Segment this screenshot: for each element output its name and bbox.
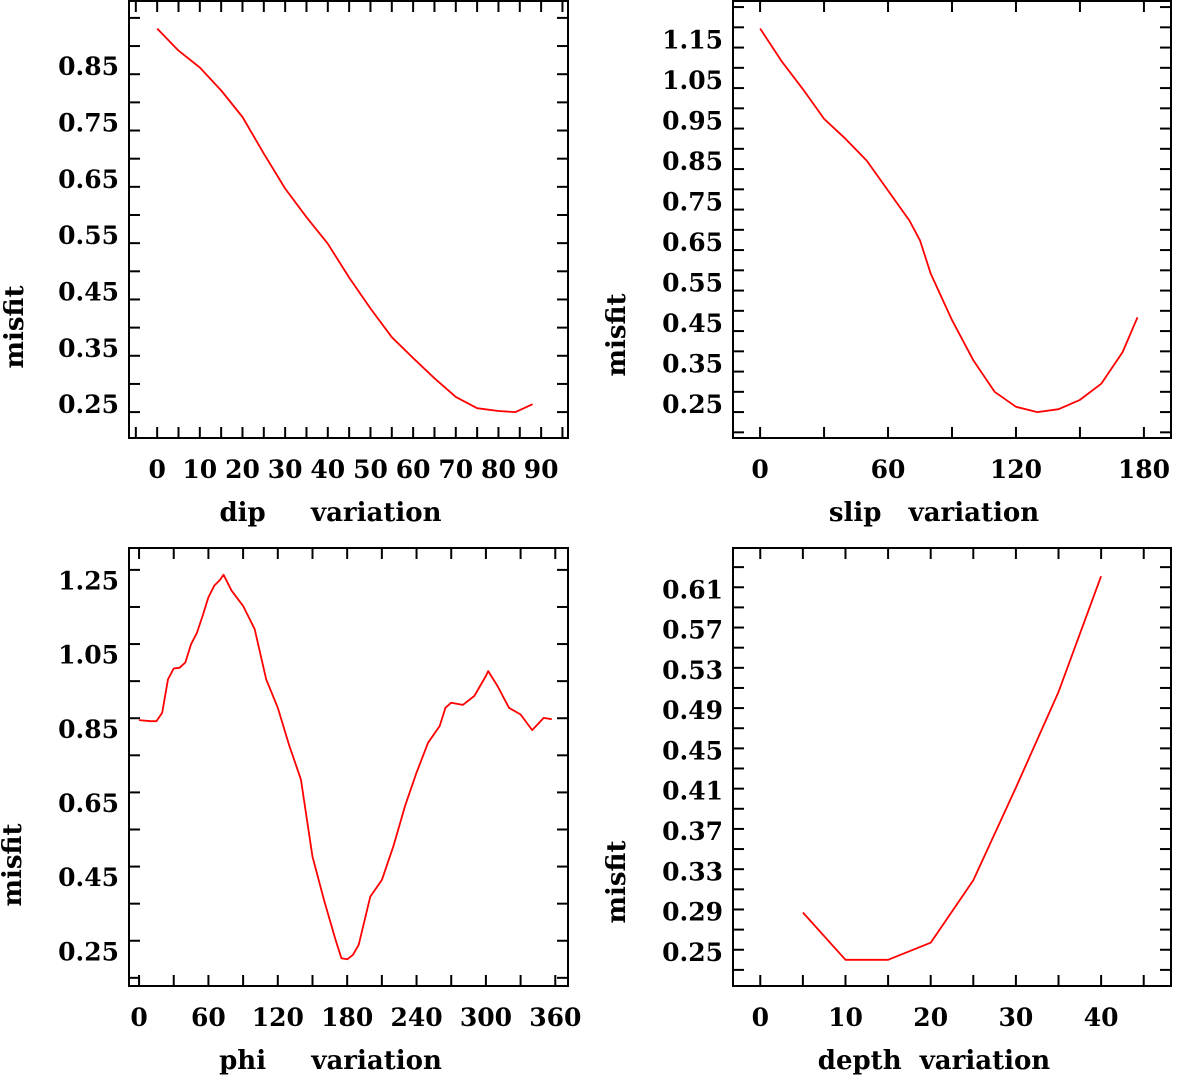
x-tick-label: 20 — [225, 455, 260, 484]
y-tick-label: 1.25 — [58, 566, 119, 595]
y-axis-title: misfit — [0, 286, 30, 369]
y-tick-label: 0.65 — [58, 789, 119, 818]
x-tick-label: 240 — [390, 1003, 442, 1032]
x-tick-label: 40 — [310, 455, 345, 484]
y-axis-title: misfit — [0, 824, 28, 907]
x-tick-label: 70 — [438, 455, 473, 484]
y-tick-label: 0.25 — [58, 937, 119, 966]
x-tick-label: 180 — [321, 1003, 373, 1032]
misfit-line — [759, 28, 1139, 414]
x-tick-label: 60 — [871, 455, 906, 484]
misfit-line — [802, 575, 1102, 961]
y-tick-label: 0.85 — [58, 715, 119, 744]
y-tick-label: 0.65 — [58, 165, 119, 194]
x-axis-title: depth variation — [818, 1046, 1051, 1076]
phi-panel: 0 60 120 180 240 300 360 0.25 0.45 0.65 0.85 1.05 1.… — [0, 547, 581, 1076]
dip-panel: 0 10 20 30 40 50 60 70 80 90 0.25 0.35 0.45 0.55 0.65 0… — [0, 0, 569, 528]
x-tick-label: 120 — [990, 455, 1042, 484]
y-tick-label: 0.33 — [662, 857, 723, 886]
y-tick-label: 0.55 — [662, 269, 723, 298]
x-tick-label: 30 — [999, 1003, 1034, 1032]
y-tick-label: 1.15 — [662, 26, 723, 55]
y-axis-title: misfit — [602, 841, 632, 924]
x-tick-label: 360 — [529, 1003, 581, 1032]
y-tick-label: 0.37 — [662, 817, 723, 846]
y-tick-label: 0.29 — [662, 898, 723, 927]
y-tick-label: 1.05 — [58, 641, 119, 670]
x-axis-title: slip variation — [829, 498, 1039, 528]
y-tick-label: 0.45 — [662, 736, 723, 765]
x-axis-title: phi variation — [219, 1046, 442, 1076]
y-tick-label: 0.75 — [662, 188, 723, 217]
y-axis-title: misfit — [602, 294, 632, 377]
y-tick-label: 0.65 — [662, 228, 723, 257]
y-tick-label: 0.45 — [58, 277, 119, 306]
depth-panel: 0 10 20 30 40 0.25 0.29 0.33 0.37 0.41 0.45 0.49 0.5… — [602, 547, 1172, 1076]
y-tick-label: 0.53 — [662, 656, 723, 685]
y-tick-label: 0.45 — [58, 863, 119, 892]
x-tick-label: 80 — [481, 455, 516, 484]
y-tick-label: 0.41 — [662, 777, 723, 806]
y-tick-label: 1.05 — [662, 66, 723, 95]
y-tick-label: 0.85 — [662, 147, 723, 176]
y-tick-label: 0.57 — [662, 616, 723, 645]
y-tick-label: 0.75 — [58, 109, 119, 138]
x-tick-label: 10 — [182, 455, 217, 484]
x-tick-label: 60 — [191, 1003, 226, 1032]
misfit-line — [156, 27, 533, 414]
x-tick-label: 10 — [828, 1003, 863, 1032]
y-tick-label: 0.25 — [662, 938, 723, 967]
x-tick-label: 0 — [148, 455, 165, 484]
plot-frame — [128, 547, 569, 987]
plot-frame — [128, 0, 569, 439]
y-tick-label: 0.85 — [58, 52, 119, 81]
x-tick-label: 30 — [268, 455, 303, 484]
y-tick-label: 0.35 — [662, 350, 723, 379]
y-tick-label: 0.49 — [662, 696, 723, 725]
y-tick-label: 0.35 — [58, 334, 119, 363]
x-tick-label: 60 — [396, 455, 431, 484]
misfit-line — [139, 573, 552, 961]
x-tick-label: 20 — [913, 1003, 948, 1032]
x-axis-title: dip variation — [219, 498, 441, 528]
y-tick-label: 0.45 — [662, 309, 723, 338]
x-tick-label: 90 — [524, 455, 559, 484]
x-tick-label: 180 — [1118, 455, 1170, 484]
y-tick-label: 0.61 — [662, 575, 723, 604]
y-tick-label: 0.55 — [58, 221, 119, 250]
y-tick-label: 0.95 — [662, 107, 723, 136]
plot-frame — [732, 0, 1172, 439]
x-tick-label: 300 — [460, 1003, 512, 1032]
x-tick-label: 0 — [130, 1003, 147, 1032]
y-tick-label: 0.25 — [58, 390, 119, 419]
x-tick-label: 0 — [751, 455, 768, 484]
x-tick-label: 40 — [1084, 1003, 1119, 1032]
x-tick-label: 120 — [252, 1003, 304, 1032]
x-tick-label: 0 — [752, 1003, 769, 1032]
plot-frame — [732, 547, 1172, 987]
y-tick-label: 0.25 — [662, 390, 723, 419]
x-tick-label: 50 — [353, 455, 388, 484]
slip-panel: 0 60 120 180 0.25 0.35 0.45 0.55 0.65 0.75 0.85 0.9… — [602, 0, 1172, 528]
